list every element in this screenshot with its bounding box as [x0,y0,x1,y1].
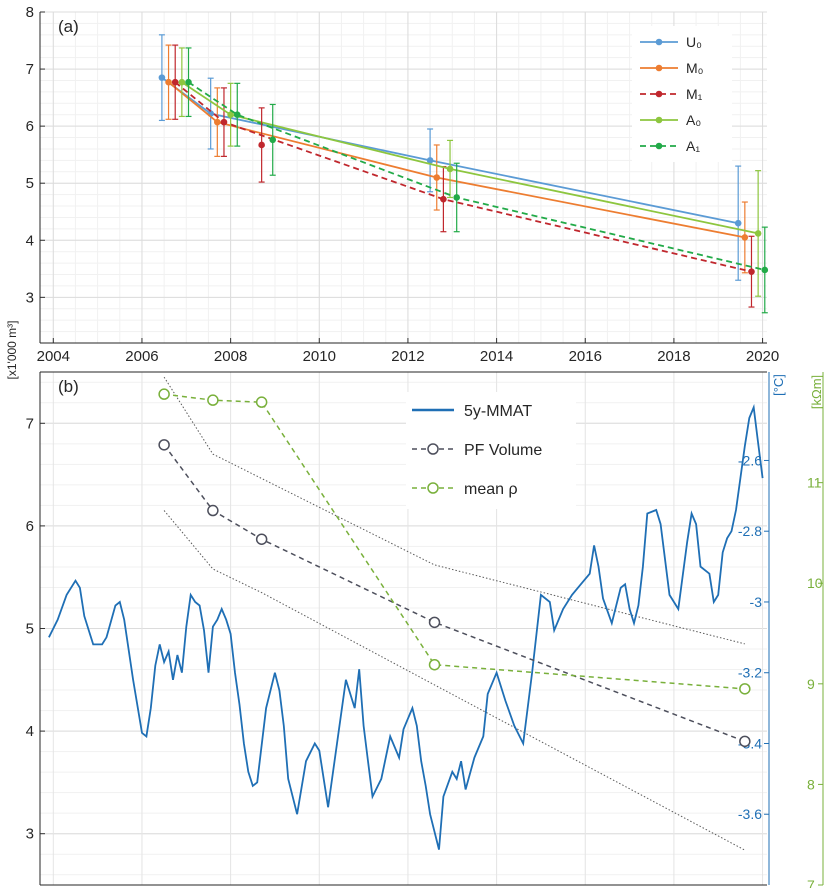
data-point [220,118,228,126]
legend-label: mean ρ [464,481,518,498]
data-point [426,157,434,164]
legend-label: PF Volume [464,442,542,459]
series-line-mmat [48,403,764,850]
data-point [734,219,742,227]
data-point [269,136,277,144]
data-point [158,74,166,81]
right-tick-label-resistivity: 8 [807,776,815,792]
y-tick-label: 7 [26,61,34,78]
y-tick-label: 3 [26,289,34,306]
series-line-mean-rho [164,393,745,690]
panel-label-b: (b) [58,377,79,396]
right-tick-label-temp: -3.2 [738,665,762,681]
data-point [754,230,762,237]
right-tick-label-temp: -3 [750,594,763,610]
legend-marker [655,116,663,124]
y-tick-label: 8 [26,4,34,21]
data-point [446,165,454,173]
x-tick-label: 2014 [480,348,513,365]
y-tick-label: 6 [26,118,34,135]
envelope-upper [163,376,745,645]
legend-box-a [632,26,732,162]
legend-marker [655,142,663,150]
legend-marker [427,443,439,455]
right-axis-label-temp: [°C] [771,374,786,396]
right-tick-label-temp: -2.8 [738,523,762,539]
y-axis-label: [x1'000 m³] [5,321,19,380]
x-tick-label: 2012 [391,348,424,365]
x-tick-label: 2004 [37,348,70,365]
data-point [233,111,241,119]
data-point [178,78,186,86]
x-tick-label: 2010 [303,348,336,365]
series-line-4 [188,81,766,271]
right-tick-label-resistivity: 9 [807,676,815,692]
data-point [207,394,219,406]
x-tick-label: 2006 [125,348,158,365]
left-y-tick-label: 7 [26,415,34,432]
y-tick-label: 4 [26,232,34,249]
legend-marker [655,38,663,46]
data-point [748,268,755,275]
data-point [739,683,751,695]
data-point [433,174,441,181]
data-point [761,266,769,274]
legend-label: A₀ [686,112,701,128]
left-y-tick-label: 5 [26,621,34,638]
data-point [428,616,441,629]
right-tick-label-resistivity: 10 [807,575,823,591]
legend-marker [655,64,663,72]
panel-a: 3 4 5 6 7 8 2004 2006 2008 2010 2012 2014 2016 2018 20… [5,4,779,379]
data-point [207,504,219,517]
data-point [165,78,172,86]
data-point [428,658,441,671]
data-point [214,118,221,126]
x-tick-label: 2016 [569,348,602,365]
right-tick-label-temp: -3.6 [738,806,762,822]
series-line-2 [174,81,752,273]
data-point [158,388,170,400]
left-y-tick-label: 6 [26,518,34,535]
x-tick-label: 2020 [746,348,779,365]
data-point [255,396,268,408]
left-y-tick-label: 4 [26,723,34,740]
panel-b: 34567-2.6-2.8-3-3.2-3.4-3.6[°C]1110987[k… [26,371,824,888]
data-point [440,195,447,203]
legend-label: 5y-MMAT [464,403,532,420]
data-point [185,78,192,86]
right-tick-label-resistivity: 7 [807,877,815,888]
data-point [258,141,265,149]
legend-marker [655,90,663,98]
legend-label: U₀ [686,34,702,50]
legend-label: M₀ [686,60,704,76]
legend-label: M₁ [686,86,703,102]
data-point [741,234,749,241]
data-point [255,533,268,545]
envelope-lower [163,510,746,851]
x-tick-label: 2008 [214,348,247,365]
data-point [453,194,460,201]
right-axis-label-resistivity: [kΩm] [809,375,824,409]
data-point [227,111,234,119]
legend-label: A₁ [686,138,700,154]
panel-label-a: (a) [58,17,79,36]
data-point [739,735,751,748]
series-line-1 [168,81,745,239]
data-point [171,78,179,86]
x-tick-label: 2018 [657,348,690,365]
left-y-tick-label: 3 [26,826,34,843]
legend-marker [427,482,439,494]
right-tick-label-resistivity: 11 [807,475,822,491]
series-line-3 [181,81,759,235]
y-tick-label: 5 [26,175,34,192]
data-point [158,439,170,451]
